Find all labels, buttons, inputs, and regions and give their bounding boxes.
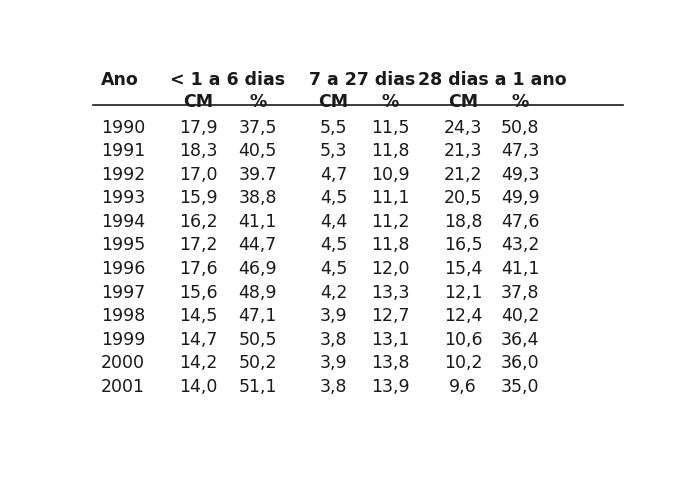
Text: 12,1: 12,1 [444,283,482,301]
Text: 2000: 2000 [101,353,144,372]
Text: 50,2: 50,2 [239,353,277,372]
Text: 4,7: 4,7 [320,166,347,183]
Text: 1999: 1999 [101,330,145,348]
Text: 3,8: 3,8 [320,377,347,395]
Text: 49,9: 49,9 [500,189,540,207]
Text: 1997: 1997 [101,283,145,301]
Text: 13,9: 13,9 [371,377,410,395]
Text: 1992: 1992 [101,166,145,183]
Text: 13,1: 13,1 [371,330,410,348]
Text: 36,4: 36,4 [500,330,540,348]
Text: 50,8: 50,8 [500,119,540,137]
Text: 48,9: 48,9 [239,283,277,301]
Text: CM: CM [183,93,213,111]
Text: 50,5: 50,5 [239,330,277,348]
Text: 47,3: 47,3 [501,142,539,160]
Text: 21,3: 21,3 [444,142,482,160]
Text: 51,1: 51,1 [239,377,277,395]
Text: %: % [512,93,528,111]
Text: 17,9: 17,9 [179,119,218,137]
Text: 14,7: 14,7 [179,330,217,348]
Text: 12,0: 12,0 [371,260,410,277]
Text: 37,5: 37,5 [239,119,277,137]
Text: 10,9: 10,9 [371,166,410,183]
Text: 17,0: 17,0 [179,166,217,183]
Text: 13,3: 13,3 [371,283,410,301]
Text: 14,2: 14,2 [179,353,217,372]
Text: 5,3: 5,3 [320,142,347,160]
Text: 28 dias a 1 ano: 28 dias a 1 ano [417,71,566,88]
Text: 1995: 1995 [101,236,145,254]
Text: 41,1: 41,1 [239,213,277,230]
Text: 47,1: 47,1 [239,306,277,324]
Text: 5,5: 5,5 [320,119,347,137]
Text: 43,2: 43,2 [501,236,539,254]
Text: 13,8: 13,8 [371,353,410,372]
Text: 44,7: 44,7 [239,236,277,254]
Text: 35,0: 35,0 [500,377,540,395]
Text: 1991: 1991 [101,142,145,160]
Text: 36,0: 36,0 [500,353,540,372]
Text: 1996: 1996 [101,260,145,277]
Text: %: % [382,93,399,111]
Text: 4,5: 4,5 [320,189,347,207]
Text: 39.7: 39.7 [238,166,277,183]
Text: 18,3: 18,3 [179,142,217,160]
Text: 1998: 1998 [101,306,145,324]
Text: Ano: Ano [101,71,138,88]
Text: 15,4: 15,4 [444,260,482,277]
Text: 37,8: 37,8 [500,283,540,301]
Text: 11,8: 11,8 [371,236,410,254]
Text: 41,1: 41,1 [501,260,539,277]
Text: 3,9: 3,9 [320,353,347,372]
Text: 17,2: 17,2 [179,236,217,254]
Text: 46,9: 46,9 [238,260,277,277]
Text: 16,5: 16,5 [444,236,482,254]
Text: 24,3: 24,3 [444,119,482,137]
Text: 3,9: 3,9 [320,306,347,324]
Text: 10,2: 10,2 [444,353,482,372]
Text: 11,5: 11,5 [371,119,410,137]
Text: 2001: 2001 [101,377,144,395]
Text: 4,5: 4,5 [320,236,347,254]
Text: 49,3: 49,3 [500,166,540,183]
Text: %: % [249,93,266,111]
Text: 10,6: 10,6 [444,330,482,348]
Text: 40,2: 40,2 [501,306,539,324]
Text: 20,5: 20,5 [444,189,482,207]
Text: 47,6: 47,6 [500,213,540,230]
Text: CM: CM [318,93,348,111]
Text: 21,2: 21,2 [444,166,482,183]
Text: 4,5: 4,5 [320,260,347,277]
Text: 11,8: 11,8 [371,142,410,160]
Text: 3,8: 3,8 [320,330,347,348]
Text: 17,6: 17,6 [179,260,218,277]
Text: CM: CM [448,93,478,111]
Text: 4,2: 4,2 [320,283,347,301]
Text: 9,6: 9,6 [450,377,477,395]
Text: 11,1: 11,1 [371,189,410,207]
Text: 12,7: 12,7 [371,306,410,324]
Text: 18,8: 18,8 [444,213,482,230]
Text: 14,5: 14,5 [179,306,217,324]
Text: 1993: 1993 [101,189,145,207]
Text: 7 a 27 dias: 7 a 27 dias [309,71,415,88]
Text: 40,5: 40,5 [239,142,277,160]
Text: 1994: 1994 [101,213,145,230]
Text: < 1 a 6 dias: < 1 a 6 dias [170,71,285,88]
Text: 12,4: 12,4 [444,306,482,324]
Text: 15,9: 15,9 [179,189,218,207]
Text: 14,0: 14,0 [179,377,217,395]
Text: 4,4: 4,4 [320,213,347,230]
Text: 1990: 1990 [101,119,145,137]
Text: 16,2: 16,2 [179,213,218,230]
Text: 38,8: 38,8 [239,189,277,207]
Text: 11,2: 11,2 [371,213,410,230]
Text: 15,6: 15,6 [179,283,218,301]
